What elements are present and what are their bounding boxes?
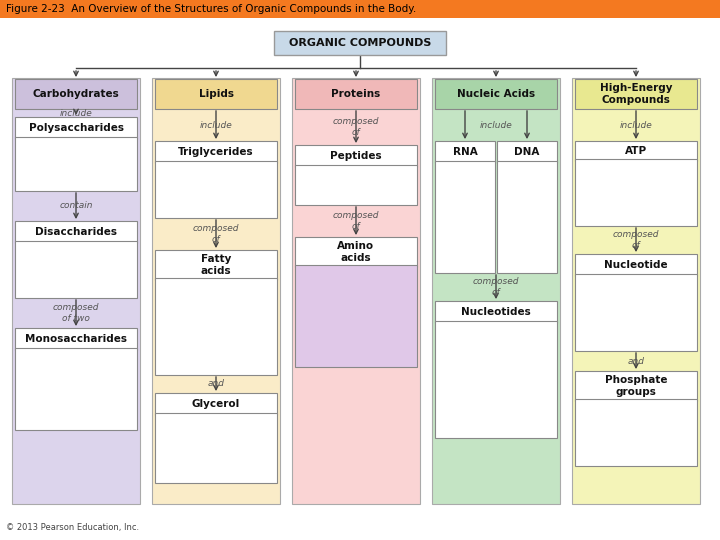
FancyBboxPatch shape <box>155 141 277 163</box>
Bar <box>12 78 140 504</box>
FancyBboxPatch shape <box>497 161 557 273</box>
FancyBboxPatch shape <box>15 117 137 139</box>
FancyBboxPatch shape <box>295 79 417 109</box>
Text: include: include <box>60 109 92 118</box>
Bar <box>572 78 700 504</box>
FancyBboxPatch shape <box>295 165 417 205</box>
Text: Nucleotide: Nucleotide <box>604 260 668 270</box>
FancyBboxPatch shape <box>15 348 137 430</box>
FancyBboxPatch shape <box>295 237 417 267</box>
FancyBboxPatch shape <box>155 79 277 109</box>
Bar <box>292 78 420 504</box>
Bar <box>0 0 720 18</box>
Text: composed
of: composed of <box>193 224 239 244</box>
FancyBboxPatch shape <box>15 241 137 298</box>
FancyBboxPatch shape <box>274 31 446 55</box>
FancyBboxPatch shape <box>295 145 417 167</box>
Text: High-Energy
Compounds: High-Energy Compounds <box>600 83 672 105</box>
FancyBboxPatch shape <box>155 250 277 280</box>
Text: composed
of: composed of <box>473 278 519 296</box>
FancyBboxPatch shape <box>435 79 557 109</box>
Text: ATP: ATP <box>625 146 647 156</box>
FancyBboxPatch shape <box>435 321 557 438</box>
Text: Triglycerides: Triglycerides <box>178 147 254 157</box>
FancyBboxPatch shape <box>295 265 417 367</box>
Text: contain: contain <box>59 201 93 211</box>
FancyBboxPatch shape <box>435 161 495 273</box>
Text: composed
of two: composed of two <box>53 303 99 323</box>
FancyBboxPatch shape <box>15 328 137 350</box>
Text: Carbohydrates: Carbohydrates <box>32 89 120 99</box>
FancyBboxPatch shape <box>575 141 697 161</box>
Text: Peptides: Peptides <box>330 151 382 161</box>
Text: RNA: RNA <box>453 147 477 157</box>
FancyBboxPatch shape <box>155 161 277 218</box>
Text: Phosphate
groups: Phosphate groups <box>605 375 667 397</box>
FancyBboxPatch shape <box>435 301 557 323</box>
FancyBboxPatch shape <box>15 79 137 109</box>
Bar <box>432 78 560 504</box>
FancyBboxPatch shape <box>155 413 277 483</box>
Text: Nucleotides: Nucleotides <box>461 307 531 317</box>
Text: Fatty
acids: Fatty acids <box>201 254 231 276</box>
Text: include: include <box>620 120 652 130</box>
Text: composed
of: composed of <box>333 117 379 137</box>
FancyBboxPatch shape <box>575 399 697 466</box>
FancyBboxPatch shape <box>15 221 137 243</box>
Text: composed
of: composed of <box>333 211 379 231</box>
FancyBboxPatch shape <box>575 254 697 276</box>
Text: Figure 2-23  An Overview of the Structures of Organic Compounds in the Body.: Figure 2-23 An Overview of the Structure… <box>6 4 416 14</box>
FancyBboxPatch shape <box>155 393 277 415</box>
Text: DNA: DNA <box>514 147 540 157</box>
Text: Polysaccharides: Polysaccharides <box>29 123 124 133</box>
FancyBboxPatch shape <box>497 141 557 163</box>
FancyBboxPatch shape <box>575 79 697 109</box>
FancyBboxPatch shape <box>575 371 697 401</box>
FancyBboxPatch shape <box>575 274 697 351</box>
Text: Nucleic Acids: Nucleic Acids <box>457 89 535 99</box>
Text: composed
of: composed of <box>613 230 660 249</box>
Bar <box>152 78 280 504</box>
Text: Amino
acids: Amino acids <box>338 241 374 263</box>
FancyBboxPatch shape <box>435 141 495 163</box>
Text: Lipids: Lipids <box>199 89 233 99</box>
Text: include: include <box>480 120 513 130</box>
Text: ORGANIC COMPOUNDS: ORGANIC COMPOUNDS <box>289 38 431 48</box>
Text: include: include <box>199 120 233 130</box>
Text: and: and <box>207 380 225 388</box>
Text: Proteins: Proteins <box>331 89 381 99</box>
Text: Disaccharides: Disaccharides <box>35 227 117 237</box>
Text: Glycerol: Glycerol <box>192 399 240 409</box>
Text: © 2013 Pearson Education, Inc.: © 2013 Pearson Education, Inc. <box>6 523 139 532</box>
FancyBboxPatch shape <box>15 137 137 191</box>
Text: Monosaccharides: Monosaccharides <box>25 334 127 344</box>
FancyBboxPatch shape <box>575 159 697 226</box>
Text: and: and <box>628 356 644 366</box>
FancyBboxPatch shape <box>155 278 277 375</box>
